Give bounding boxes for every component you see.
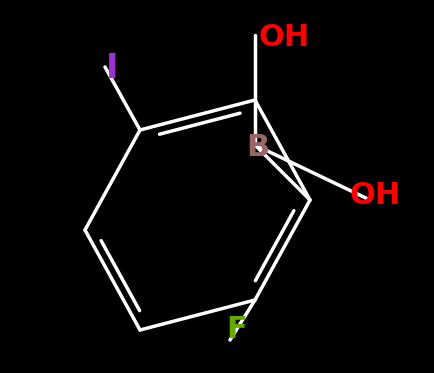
Text: I: I (105, 51, 118, 85)
Text: OH: OH (349, 181, 400, 210)
Text: F: F (226, 316, 247, 345)
Text: B: B (246, 134, 269, 163)
Text: OH: OH (258, 23, 309, 53)
